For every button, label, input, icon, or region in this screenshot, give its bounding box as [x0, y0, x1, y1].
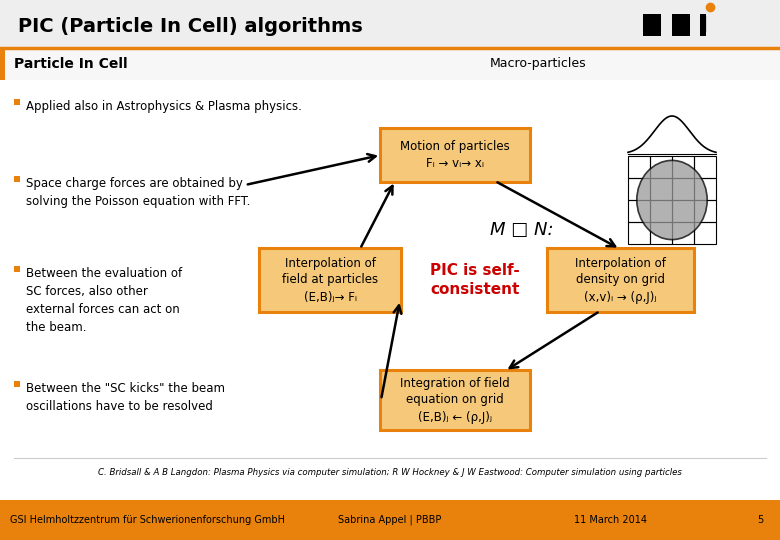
- Bar: [650, 156, 672, 178]
- Bar: [672, 32, 690, 36]
- Text: PIC (Particle In Cell) algorithms: PIC (Particle In Cell) algorithms: [18, 17, 363, 36]
- Bar: [643, 14, 661, 36]
- Bar: [0, 48, 5, 80]
- Bar: [628, 178, 650, 200]
- Bar: [14, 99, 20, 105]
- Text: Between the "SC kicks" the beam
oscillations have to be resolved: Between the "SC kicks" the beam oscillat…: [26, 382, 225, 413]
- Bar: [628, 200, 650, 222]
- Text: I: I: [700, 16, 708, 36]
- FancyBboxPatch shape: [380, 128, 530, 182]
- Text: G: G: [643, 16, 661, 36]
- Text: Interpolation of
field at particles
(E,B)ⱼ→ Fᵢ: Interpolation of field at particles (E,B…: [282, 256, 378, 303]
- Text: Macro-particles: Macro-particles: [490, 57, 587, 71]
- Bar: [0, 0, 780, 48]
- FancyBboxPatch shape: [380, 370, 530, 430]
- Bar: [672, 14, 676, 26]
- Bar: [672, 14, 690, 36]
- FancyBboxPatch shape: [547, 248, 693, 312]
- Bar: [672, 178, 694, 200]
- Text: Particle In Cell: Particle In Cell: [14, 57, 128, 71]
- Text: Motion of particles
Fᵢ → vᵢ→ xᵢ: Motion of particles Fᵢ → vᵢ→ xᵢ: [400, 140, 510, 170]
- Bar: [672, 22, 690, 26]
- Bar: [650, 200, 672, 222]
- Bar: [14, 381, 20, 387]
- Text: PIC is self-
consistent: PIC is self- consistent: [430, 262, 520, 298]
- Bar: [628, 222, 650, 244]
- Bar: [643, 14, 647, 36]
- Text: Space charge forces are obtained by
solving the Poisson equation with FFT.: Space charge forces are obtained by solv…: [26, 177, 250, 208]
- Bar: [14, 176, 20, 182]
- Bar: [643, 32, 661, 36]
- Ellipse shape: [636, 160, 707, 240]
- Bar: [628, 156, 650, 178]
- Bar: [650, 222, 672, 244]
- Text: Applied also in Astrophysics & Plasma physics.: Applied also in Astrophysics & Plasma ph…: [26, 100, 302, 113]
- FancyBboxPatch shape: [259, 248, 401, 312]
- Bar: [700, 14, 706, 36]
- Bar: [694, 200, 716, 222]
- Bar: [672, 200, 694, 222]
- Bar: [650, 178, 672, 200]
- Bar: [643, 14, 661, 18]
- Text: C. Bridsall & A B Langdon: Plasma Physics via computer simulation; R W Hockney &: C. Bridsall & A B Langdon: Plasma Physic…: [98, 468, 682, 477]
- Bar: [672, 222, 694, 244]
- Bar: [0, 48, 780, 80]
- Bar: [0, 500, 780, 540]
- Bar: [672, 156, 694, 178]
- Bar: [694, 178, 716, 200]
- Text: 11 March 2014: 11 March 2014: [573, 515, 647, 525]
- Bar: [694, 222, 716, 244]
- Text: M □ N:: M □ N:: [490, 221, 554, 239]
- Text: GSI Helmholtzzentrum für Schwerionenforschung GmbH: GSI Helmholtzzentrum für Schwerionenfors…: [10, 515, 285, 525]
- Bar: [14, 266, 20, 272]
- Bar: [694, 156, 716, 178]
- Text: 5: 5: [757, 515, 763, 525]
- Text: Interpolation of
density on grid
(x,v)ᵢ → (ρ,J)ⱼ: Interpolation of density on grid (x,v)ᵢ …: [575, 256, 665, 303]
- Text: Between the evaluation of
SC forces, also other
external forces can act on
the b: Between the evaluation of SC forces, als…: [26, 267, 182, 334]
- Bar: [672, 14, 690, 18]
- Bar: [686, 22, 690, 36]
- Text: Sabrina Appel | PBBP: Sabrina Appel | PBBP: [339, 515, 441, 525]
- Text: Integration of field
equation on grid
(E,B)ⱼ ← (ρ,J)ⱼ: Integration of field equation on grid (E…: [400, 376, 510, 423]
- Bar: [651, 22, 661, 26]
- Text: S: S: [672, 16, 688, 36]
